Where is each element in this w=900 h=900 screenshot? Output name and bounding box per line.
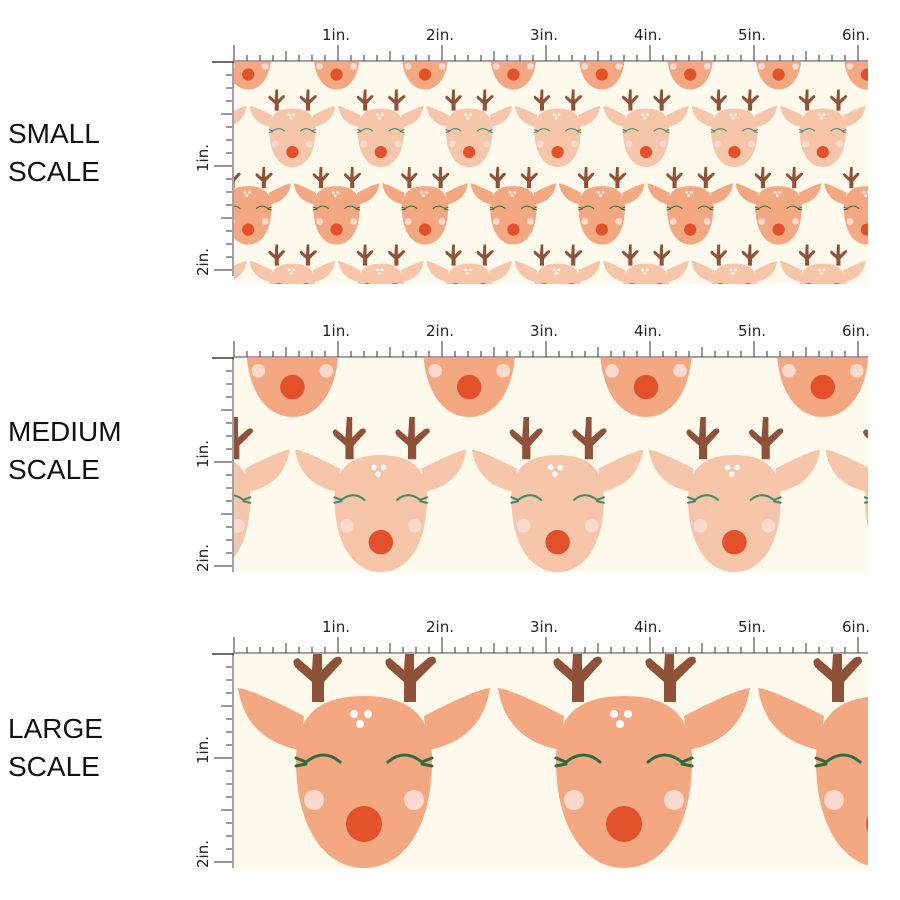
- ruler: 1in. 2in. 3in. 4in. 5in. 6in. 1in. 2in.: [194, 26, 870, 276]
- fabric-swatch: [234, 654, 868, 868]
- reindeer-face: [823, 62, 868, 91]
- ruler-label-v: 2in.: [194, 248, 212, 276]
- reindeer-face: [249, 89, 336, 168]
- reindeer-face: [646, 167, 734, 246]
- small-scale-label-line2: SCALE: [8, 156, 100, 187]
- reindeer-face: [779, 89, 867, 168]
- reindeer-face: [337, 244, 425, 284]
- ruler-label-h: 1in.: [322, 618, 350, 636]
- ruler-label-v: 2in.: [194, 840, 212, 868]
- reindeer-face: [234, 358, 380, 419]
- ruler-label-h: 4in.: [634, 322, 662, 340]
- small-scale-panel: 1in. 2in. 3in. 4in. 5in. 6in. 1in. 2in.: [190, 14, 900, 290]
- ruler-label-h: 1in.: [322, 322, 350, 340]
- reindeer-face: [470, 62, 557, 91]
- ruler-label-h: 5in.: [738, 26, 766, 44]
- reindeer-face: [381, 62, 469, 91]
- reindeer-face: [294, 417, 468, 572]
- large-scale-label-line2: SCALE: [8, 751, 100, 782]
- reindeer-face: [382, 358, 556, 419]
- fabric-swatch: [234, 358, 868, 572]
- ruler-label-h: 5in.: [738, 322, 766, 340]
- reindeer-face: [470, 167, 557, 246]
- reindeer-face: [823, 167, 868, 246]
- reindeer-face: [735, 62, 822, 91]
- reindeer-face: [496, 654, 752, 868]
- ruler-label-h: 1in.: [322, 26, 350, 44]
- ruler-label-h: 3in.: [530, 26, 558, 44]
- reindeer-face: [514, 244, 601, 284]
- fabric-pattern: [234, 62, 868, 284]
- medium-scale-label: MEDIUM SCALE: [8, 413, 122, 489]
- reindeer-face: [559, 358, 733, 419]
- medium-scale-label-line1: MEDIUM: [8, 416, 122, 447]
- reindeer-face: [234, 89, 248, 168]
- reindeer-face: [602, 89, 690, 168]
- small-scale-label-line1: SMALL: [8, 118, 100, 149]
- ruler-label-h: 6in.: [842, 618, 870, 636]
- medium-scale-panel: 1in. 2in. 3in. 4in. 5in. 6in. 1in. 2in.: [190, 310, 900, 586]
- medium-scale-label-line2: SCALE: [8, 454, 100, 485]
- ruler-label-h: 5in.: [738, 618, 766, 636]
- reindeer-face: [514, 89, 601, 168]
- fabric-pattern: [236, 654, 868, 868]
- reindeer-face: [293, 167, 380, 246]
- reindeer-face: [691, 244, 778, 284]
- reindeer-face: [691, 89, 778, 168]
- small-scale-label: SMALL SCALE: [8, 115, 100, 191]
- reindeer-face: [470, 417, 645, 572]
- fabric-pattern: [234, 358, 868, 572]
- ruler-label-h: 3in.: [530, 618, 558, 636]
- reindeer-face: [646, 62, 734, 91]
- reindeer-face: [337, 89, 425, 168]
- ruler-label-h: 4in.: [634, 618, 662, 636]
- reindeer-face: [234, 62, 292, 91]
- ruler-label-v: 1in.: [194, 440, 212, 468]
- reindeer-face: [558, 167, 646, 246]
- ruler-label-h: 2in.: [426, 618, 454, 636]
- ruler-label-v: 1in.: [194, 144, 212, 172]
- reindeer-face: [236, 654, 492, 868]
- ruler-label-h: 6in.: [842, 322, 870, 340]
- reindeer-face: [293, 62, 380, 91]
- reindeer-face: [647, 417, 822, 572]
- reindeer-face: [234, 417, 291, 572]
- ruler-label-h: 3in.: [530, 322, 558, 340]
- large-scale-label-line1: LARGE: [8, 713, 103, 744]
- ruler-label-v: 2in.: [194, 544, 212, 572]
- reindeer-face: [735, 167, 822, 246]
- ruler-label-v: 1in.: [194, 736, 212, 764]
- reindeer-face: [234, 167, 292, 246]
- ruler-label-h: 4in.: [634, 26, 662, 44]
- ruler-label-h: 6in.: [842, 26, 870, 44]
- fabric-swatch: [234, 62, 868, 284]
- ruler-label-h: 2in.: [426, 26, 454, 44]
- reindeer-face: [381, 167, 469, 246]
- large-scale-panel: 1in. 2in. 3in. 4in. 5in. 6in. 1in. 2in.: [190, 606, 900, 882]
- ruler-label-h: 2in.: [426, 322, 454, 340]
- reindeer-face: [736, 358, 868, 419]
- large-scale-label: LARGE SCALE: [8, 710, 103, 786]
- reindeer-face: [425, 244, 513, 284]
- reindeer-face: [602, 244, 690, 284]
- reindeer-face: [425, 89, 513, 168]
- reindeer-face: [249, 244, 336, 284]
- reindeer-face: [756, 654, 868, 868]
- reindeer-face: [779, 244, 867, 284]
- ruler: 1in. 2in. 3in. 4in. 5in. 6in. 1in. 2in.: [194, 322, 870, 572]
- ruler: 1in. 2in. 3in. 4in. 5in. 6in. 1in. 2in.: [194, 618, 870, 868]
- reindeer-face: [824, 417, 868, 572]
- reindeer-face: [234, 244, 248, 284]
- reindeer-face: [558, 62, 646, 91]
